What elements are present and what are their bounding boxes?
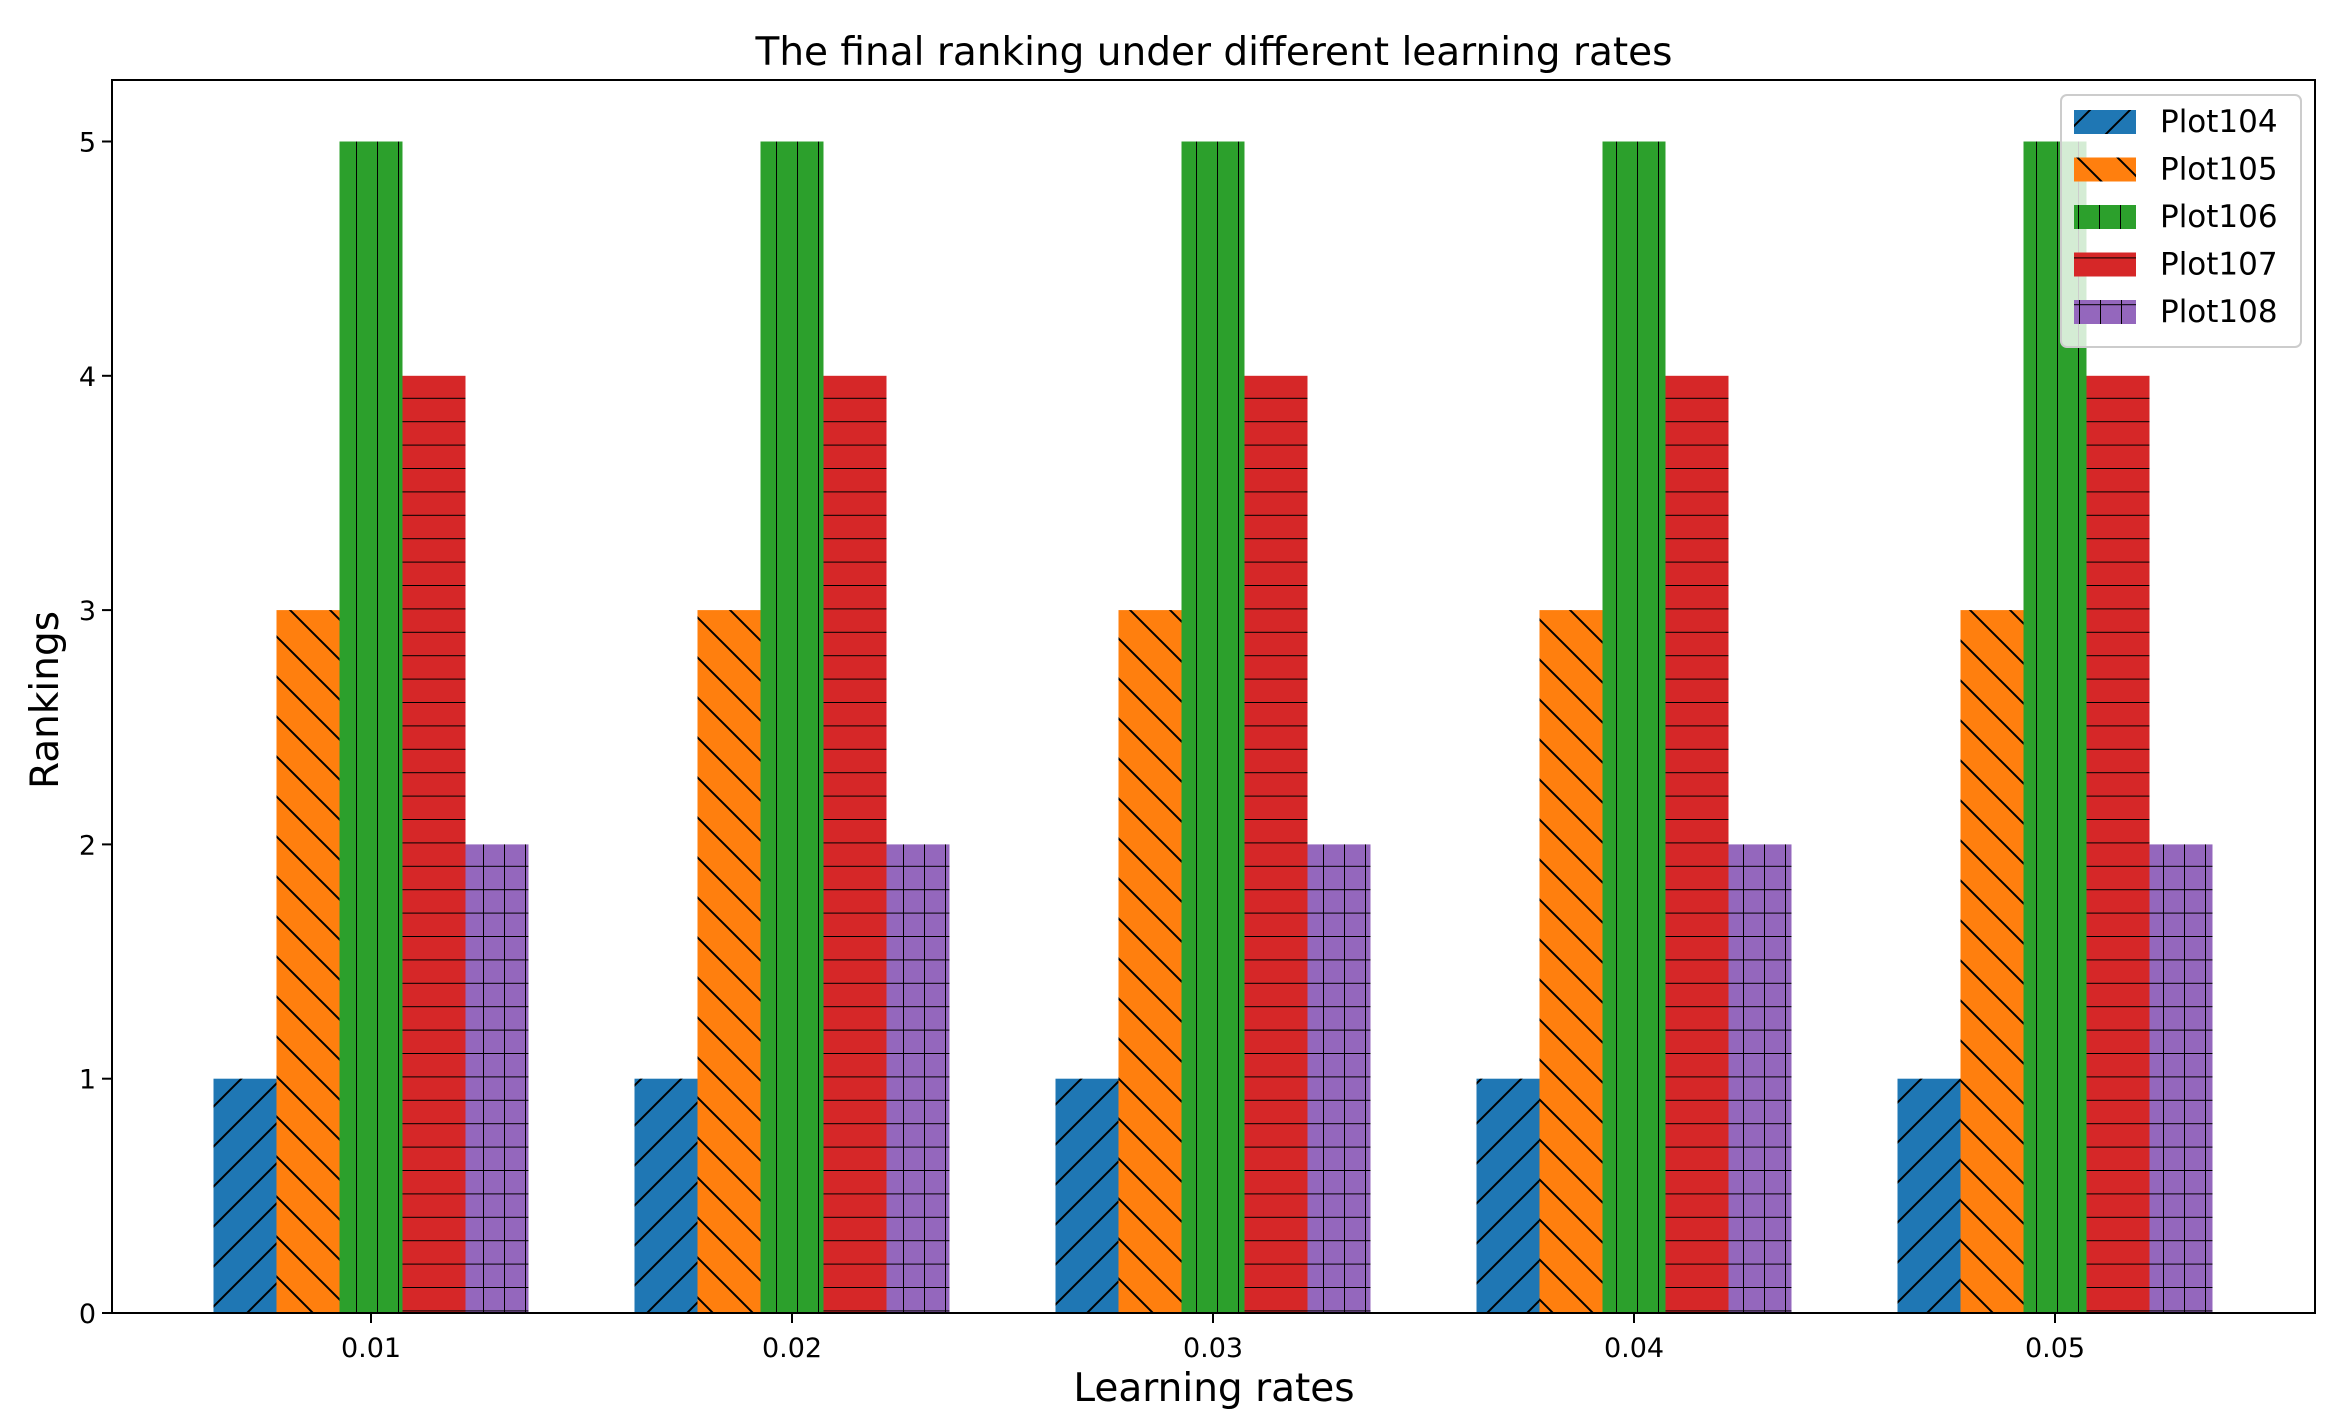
legend-label: Plot108 [2160,294,2278,330]
bar-hatch [886,844,950,1313]
bar-plot108-0.02 [886,844,950,1313]
bar-hatch [213,1078,277,1313]
bar-plot104-0.02 [634,1078,698,1313]
legend-swatch-hatch [2074,205,2136,229]
bar-hatch [1728,844,1792,1313]
bar-hatch [1244,375,1308,1313]
x-axis-title: Learning rates [1073,1366,1354,1411]
bar-hatch [465,844,529,1313]
bar-plot106-0.01 [339,141,403,1313]
bar-hatch [339,141,403,1313]
legend-swatch-hatch [2074,300,2136,324]
y-tick-label: 4 [79,362,96,393]
bar-hatch [1118,610,1182,1313]
bar-plot104-0.05 [1897,1078,1961,1313]
bar-plot108-0.05 [2149,844,2213,1313]
x-axis: 0.01 0.02 0.03 0.04 0.05 [341,1313,2085,1364]
legend-item-plot104: Plot104 [2074,104,2278,140]
bar-plot105-0.03 [1118,610,1182,1313]
bar-plot106-0.02 [760,141,824,1313]
legend-item-plot105: Plot105 [2074,152,2278,188]
bar-hatch [1539,610,1603,1313]
bar-plot106-0.05 [2023,141,2087,1313]
legend: Plot104 Plot105 Plot106 Plot107 Plot108 [2060,94,2302,348]
x-tick-label: 0.04 [1604,1333,1664,1364]
bar-plot108-0.04 [1728,844,1792,1313]
legend-label: Plot107 [2160,247,2278,283]
legend-label: Plot105 [2160,152,2278,188]
bar-hatch [1960,610,2024,1313]
y-tick-label: 3 [79,596,96,627]
y-tick-label: 0 [79,1299,96,1330]
legend-label: Plot106 [2160,199,2278,235]
bar-hatch [276,610,340,1313]
legend-item-plot106: Plot106 [2074,199,2278,235]
x-tick-label: 0.02 [762,1333,822,1364]
y-tick-label: 1 [79,1065,96,1096]
y-axis: 0 1 2 3 4 5 [79,128,112,1330]
bar-hatch [823,375,887,1313]
bar-hatch [2086,375,2150,1313]
bar-hatch [697,610,761,1313]
bar-plot105-0.02 [697,610,761,1313]
bar-plot107-0.03 [1244,375,1308,1313]
bar-hatch [1476,1078,1540,1313]
y-axis-title: Rankings [23,611,68,789]
chart-title: The final ranking under different learni… [755,30,1673,75]
x-tick-label: 0.03 [1183,1333,1243,1364]
bar-hatch [1897,1078,1961,1313]
bar-hatch [1307,844,1371,1313]
legend-swatch-hatch [2074,157,2136,182]
legend-item-plot108: Plot108 [2074,294,2278,330]
legend-label: Plot104 [2160,104,2278,140]
legend-item-plot107: Plot107 [2074,247,2278,283]
x-tick-label: 0.05 [2025,1333,2085,1364]
bar-plot104-0.03 [1055,1078,1119,1313]
y-tick-label: 2 [79,830,96,861]
bar-plot106-0.03 [1181,141,1245,1313]
bar-plot105-0.04 [1539,610,1603,1313]
bar-hatch [402,375,466,1313]
bar-plot107-0.02 [823,375,887,1313]
legend-swatch-hatch [2074,252,2136,277]
bar-hatch [1665,375,1729,1313]
bar-hatch [760,141,824,1313]
bar-plot107-0.04 [1665,375,1729,1313]
bar-plot108-0.01 [465,844,529,1313]
bar-plot106-0.04 [1602,141,1666,1313]
bar-plot105-0.05 [1960,610,2024,1313]
bar-plot104-0.01 [213,1078,277,1313]
bar-plot105-0.01 [276,610,340,1313]
legend-swatch-hatch [2074,110,2136,134]
x-tick-label: 0.01 [341,1333,401,1364]
bar-hatch [1181,141,1245,1313]
bar-hatch [1602,141,1666,1313]
y-tick-label: 5 [79,128,96,159]
bars-group [213,141,2213,1313]
bar-hatch [1055,1078,1119,1313]
bar-plot104-0.04 [1476,1078,1540,1313]
bar-plot108-0.03 [1307,844,1371,1313]
bar-hatch [2149,844,2213,1313]
bar-hatch [634,1078,698,1313]
bar-plot107-0.01 [402,375,466,1313]
bar-plot107-0.05 [2086,375,2150,1313]
